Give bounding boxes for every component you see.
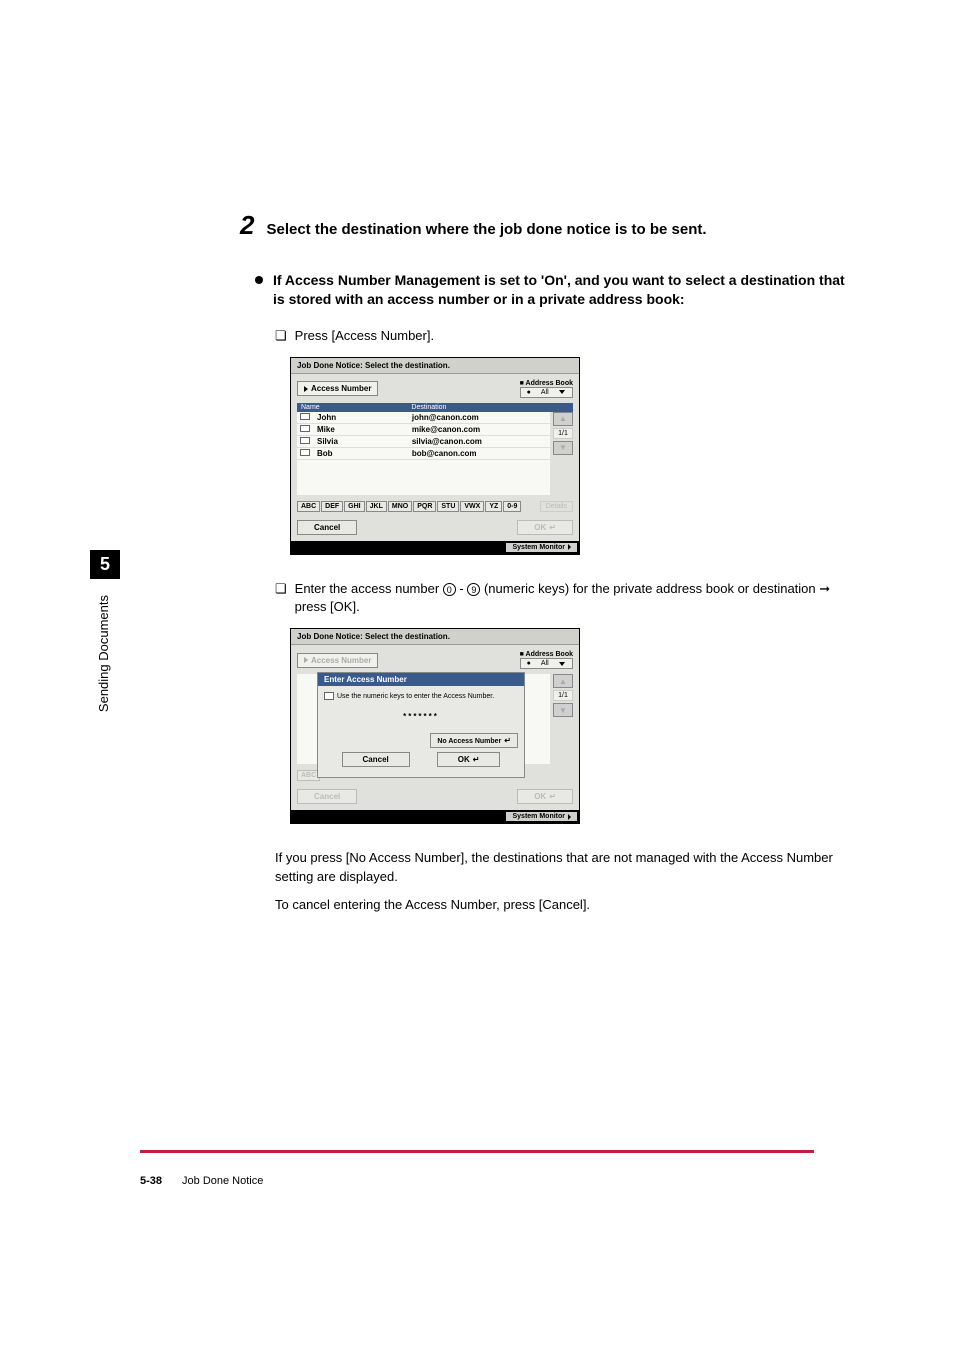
password-display: ******* — [324, 712, 518, 721]
keypad-icon — [324, 692, 334, 700]
alpha-button[interactable]: YZ — [485, 501, 502, 512]
cancel-button: Cancel — [297, 789, 357, 804]
bullet-icon — [255, 276, 263, 284]
list-item[interactable]: Mike mike@canon.com — [297, 424, 550, 436]
screenshot-2: Job Done Notice: Select the destination.… — [290, 628, 580, 824]
page-footer: 5-38 Job Done Notice — [140, 1175, 263, 1187]
modal-cancel-button[interactable]: Cancel — [342, 752, 410, 767]
triangle-right-icon — [568, 544, 571, 550]
list-item[interactable]: John john@canon.com — [297, 412, 550, 424]
cancel-button[interactable]: Cancel — [297, 520, 357, 535]
circled-nine-icon: 9 — [467, 583, 480, 596]
page-number: 5-38 — [140, 1175, 162, 1187]
scroll-down-button: ▼ — [553, 703, 573, 717]
access-number-button[interactable]: Access Number — [297, 381, 378, 396]
substep-text: Press [Access Number]. — [295, 327, 434, 345]
step-text: Select the destination where the job don… — [266, 221, 706, 238]
scroll-down-button[interactable]: ▼ — [553, 441, 573, 455]
arrow-right-icon: ➞ — [819, 581, 830, 596]
details-button: Details — [540, 501, 573, 512]
envelope-icon — [300, 437, 310, 444]
chapter-number: 5 — [90, 550, 120, 579]
alpha-filter-row: ABC DEF GHI JKL MNO PQR STU VWX YZ 0-9 D… — [297, 501, 573, 512]
dialog-title: Job Done Notice: Select the destination. — [291, 358, 579, 374]
envelope-icon — [300, 413, 310, 420]
paragraph: To cancel entering the Access Number, pr… — [275, 896, 860, 914]
substep-1: ❏ Press [Access Number]. — [275, 327, 860, 345]
alpha-button[interactable]: GHI — [344, 501, 364, 512]
checkbox-icon: ❏ — [275, 580, 287, 616]
envelope-icon — [300, 425, 310, 432]
address-book-dropdown[interactable]: ● All — [520, 387, 573, 398]
main-content: 2 Select the destination where the job d… — [240, 210, 860, 924]
list-header: Name Destination — [297, 403, 573, 412]
page-indicator: 1/1 — [553, 428, 573, 439]
envelope-icon — [300, 449, 310, 456]
paragraph: If you press [No Access Number], the des… — [275, 849, 860, 885]
circled-zero-icon: 0 — [443, 583, 456, 596]
access-number-modal: Enter Access Number Use the numeric keys… — [317, 672, 525, 778]
modal-header: Enter Access Number — [318, 673, 524, 686]
triangle-right-icon — [304, 386, 308, 392]
chapter-title: Sending Documents — [90, 579, 117, 728]
alpha-button[interactable]: 0-9 — [503, 501, 521, 512]
scroll-up-button: ▲ — [553, 674, 573, 688]
dialog-title: Job Done Notice: Select the destination. — [291, 629, 579, 645]
address-book-area: ■ Address Book ● All — [520, 380, 573, 398]
substep-text: Enter the access number 0 - 9 (numeric k… — [295, 580, 860, 616]
address-book-label: ■ Address Book — [520, 380, 573, 387]
address-book-dropdown: ● All — [520, 658, 573, 669]
alpha-button[interactable]: VWX — [460, 501, 484, 512]
scroll-up-button[interactable]: ▲ — [553, 412, 573, 426]
page-indicator: 1/1 — [553, 690, 573, 701]
triangle-right-icon — [568, 814, 571, 820]
screenshot-1: Job Done Notice: Select the destination.… — [290, 357, 580, 555]
bullet-item: If Access Number Management is set to 'O… — [255, 271, 860, 309]
list-item[interactable]: Silvia silvia@canon.com — [297, 436, 550, 448]
checkbox-icon: ❏ — [275, 327, 287, 345]
address-book-label: ■ Address Book — [520, 651, 573, 658]
system-monitor-button[interactable]: System Monitor — [506, 812, 577, 821]
access-number-button: Access Number — [297, 653, 378, 668]
chapter-tab: 5 Sending Documents — [90, 550, 120, 750]
step-number: 2 — [240, 210, 254, 241]
modal-ok-button[interactable]: OK↵ — [437, 752, 501, 767]
alpha-button[interactable]: DEF — [321, 501, 343, 512]
step-heading: 2 Select the destination where the job d… — [240, 210, 860, 241]
alpha-button[interactable]: PQR — [413, 501, 436, 512]
address-book-area: ■ Address Book ● All — [520, 651, 573, 669]
system-monitor-button[interactable]: System Monitor — [506, 543, 577, 552]
alpha-button[interactable]: ABC — [297, 501, 320, 512]
modal-hint: Use the numeric keys to enter the Access… — [324, 692, 518, 700]
ok-button: OK↵ — [517, 520, 573, 535]
destination-list: John john@canon.com Mike mike@canon.com … — [297, 412, 550, 495]
substep-2: ❏ Enter the access number 0 - 9 (numeric… — [275, 580, 860, 616]
footer-title: Job Done Notice — [182, 1175, 263, 1187]
list-item[interactable]: Bob bob@canon.com — [297, 448, 550, 460]
no-access-number-button[interactable]: No Access Number↵ — [430, 733, 518, 748]
chevron-down-icon — [559, 662, 565, 666]
chevron-down-icon — [559, 390, 565, 394]
divider-line — [140, 1150, 814, 1153]
alpha-button[interactable]: JKL — [366, 501, 387, 512]
ok-button: OK↵ — [517, 789, 573, 804]
bullet-text: If Access Number Management is set to 'O… — [273, 271, 860, 309]
alpha-button[interactable]: MNO — [388, 501, 412, 512]
triangle-right-icon — [304, 657, 308, 663]
alpha-button[interactable]: STU — [437, 501, 459, 512]
